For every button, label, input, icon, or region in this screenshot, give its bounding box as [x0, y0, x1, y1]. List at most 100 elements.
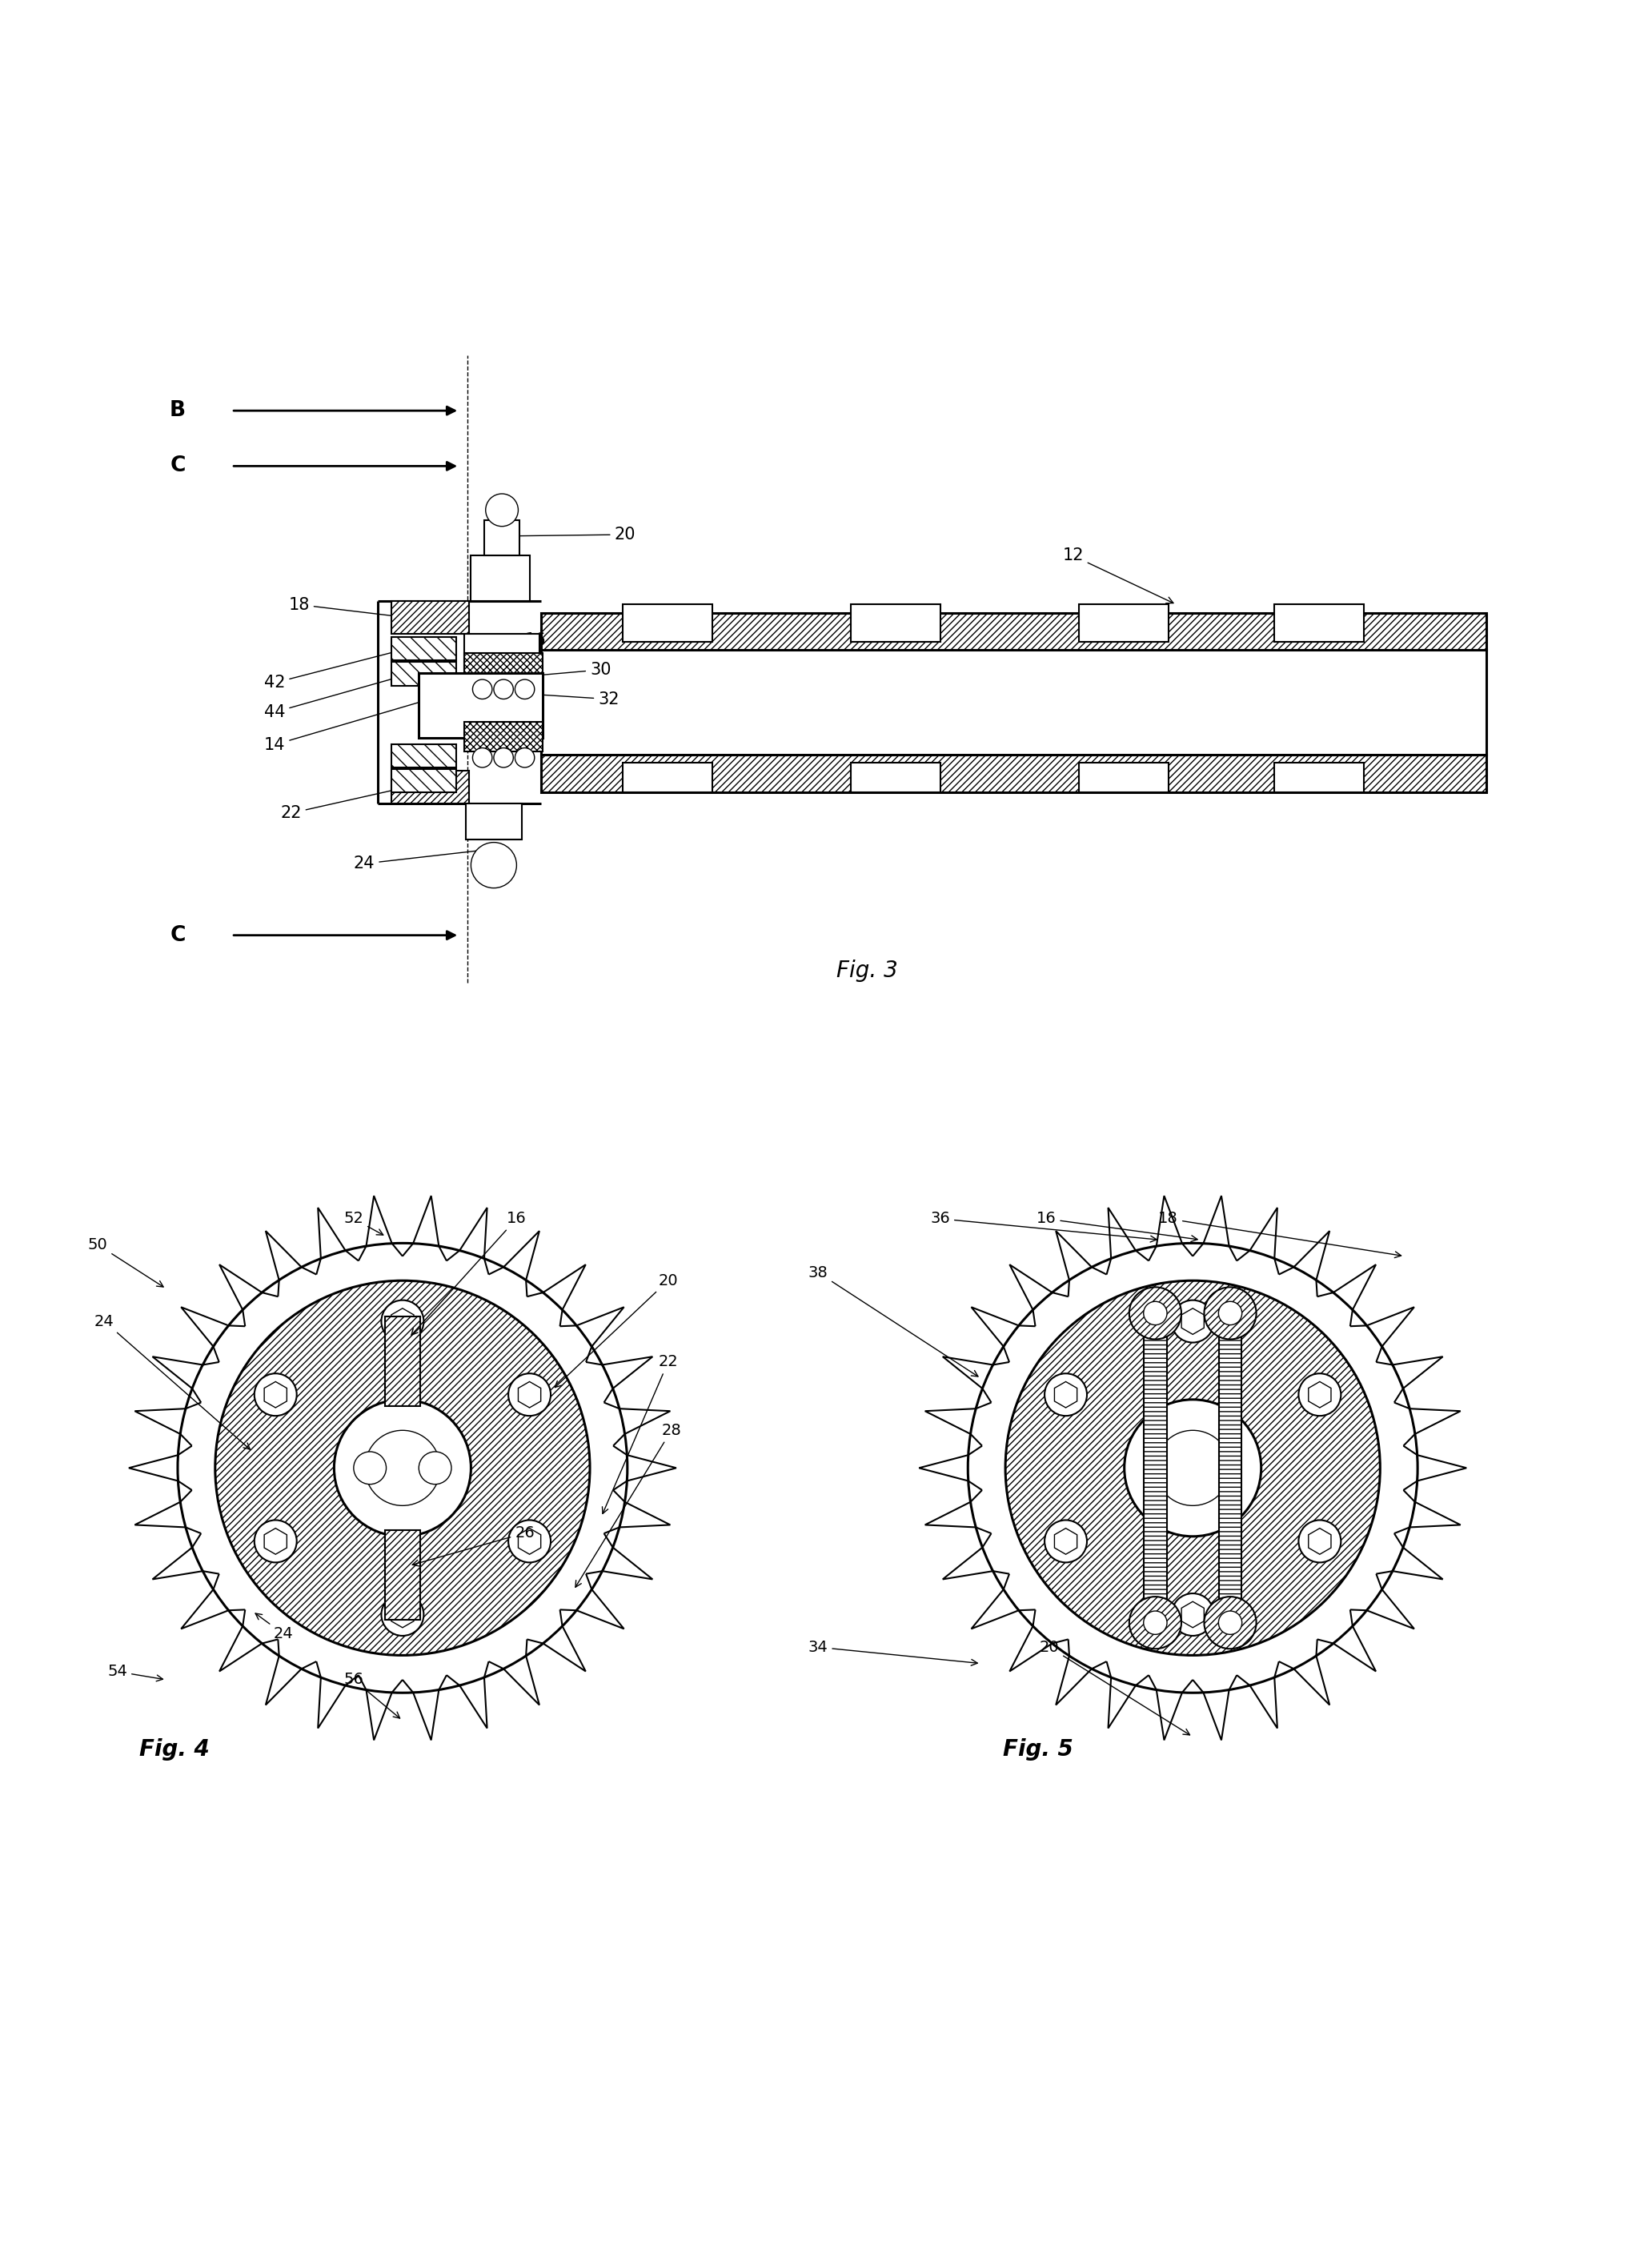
Circle shape [473, 680, 492, 699]
Text: Fig. 5: Fig. 5 [1003, 1740, 1073, 1760]
Circle shape [381, 1300, 424, 1343]
Circle shape [254, 1520, 296, 1563]
Text: 34: 34 [808, 1640, 977, 1665]
Text: 24: 24 [255, 1613, 293, 1642]
Bar [391, 601, 470, 633]
Text: Fig. 4: Fig. 4 [139, 1740, 209, 1760]
Circle shape [486, 494, 519, 526]
Circle shape [473, 748, 492, 767]
Text: 16: 16 [1036, 1211, 1198, 1241]
Text: 18: 18 [288, 596, 404, 619]
Bar [391, 662, 456, 685]
Bar [1274, 762, 1364, 792]
Bar [1078, 606, 1168, 642]
Circle shape [1219, 1610, 1242, 1635]
Bar [542, 651, 1485, 755]
Bar [622, 606, 712, 642]
Text: 30: 30 [512, 662, 612, 680]
Circle shape [509, 1374, 551, 1415]
Circle shape [1171, 1594, 1214, 1635]
Circle shape [1144, 1610, 1166, 1635]
Circle shape [1155, 1431, 1230, 1506]
Bar [1078, 762, 1168, 792]
Text: B: B [170, 399, 187, 422]
Bar [484, 519, 520, 556]
Circle shape [1299, 1520, 1342, 1563]
Text: 18: 18 [1158, 1211, 1400, 1259]
Circle shape [334, 1399, 471, 1535]
Circle shape [494, 748, 514, 767]
Text: 22: 22 [602, 1354, 677, 1513]
Bar [391, 771, 470, 803]
Bar [465, 653, 543, 683]
Circle shape [254, 1374, 296, 1415]
Circle shape [353, 1452, 386, 1483]
Bar [391, 744, 456, 767]
Text: 56: 56 [344, 1672, 399, 1719]
Text: 42: 42 [263, 649, 404, 692]
Circle shape [381, 1594, 424, 1635]
Circle shape [1171, 1300, 1214, 1343]
Bar [542, 755, 1485, 792]
Text: C: C [170, 925, 187, 946]
Text: 52: 52 [344, 1211, 383, 1236]
Circle shape [1044, 1520, 1086, 1563]
Bar [466, 803, 522, 839]
Bar [384, 1531, 420, 1619]
Text: 36: 36 [931, 1211, 1157, 1243]
Bar [471, 556, 530, 601]
Bar [465, 633, 540, 669]
Bar [384, 1315, 420, 1406]
Bar [391, 637, 456, 660]
Circle shape [365, 1431, 440, 1506]
Text: 54: 54 [108, 1665, 164, 1681]
Text: C: C [170, 456, 187, 476]
Bar [851, 762, 941, 792]
Bar [542, 612, 1485, 651]
Bar [851, 606, 941, 642]
Text: Fig. 3: Fig. 3 [836, 959, 898, 982]
Bar [465, 721, 543, 751]
Circle shape [1204, 1597, 1256, 1649]
Text: 50: 50 [88, 1236, 164, 1286]
Circle shape [1044, 1374, 1086, 1415]
Circle shape [1299, 1374, 1342, 1415]
Text: 20: 20 [506, 526, 635, 542]
Text: 16: 16 [411, 1211, 527, 1336]
Circle shape [216, 1281, 591, 1656]
Circle shape [1219, 1302, 1242, 1325]
Bar [419, 674, 543, 737]
Text: 44: 44 [263, 674, 404, 721]
Text: 22: 22 [280, 787, 404, 821]
Text: 12: 12 [1062, 549, 1173, 603]
Circle shape [969, 1243, 1417, 1692]
Text: 14: 14 [263, 699, 427, 753]
Text: 20: 20 [555, 1272, 677, 1388]
Text: 32: 32 [509, 689, 620, 708]
Text: 38: 38 [808, 1266, 978, 1377]
Circle shape [1129, 1288, 1181, 1340]
Bar [391, 769, 456, 792]
Text: 16: 16 [506, 633, 546, 653]
Bar [1274, 606, 1364, 642]
Text: 24: 24 [353, 846, 491, 871]
Circle shape [515, 748, 535, 767]
Circle shape [178, 1243, 627, 1692]
Bar [622, 762, 712, 792]
Text: 20: 20 [1039, 1640, 1189, 1735]
Circle shape [494, 680, 514, 699]
Circle shape [1006, 1281, 1381, 1656]
Text: 26: 26 [412, 1526, 535, 1567]
Circle shape [419, 1452, 452, 1483]
Text: 24: 24 [95, 1313, 250, 1449]
Circle shape [515, 680, 535, 699]
Bar [1219, 1304, 1242, 1631]
Text: 28: 28 [576, 1422, 681, 1588]
Circle shape [471, 841, 517, 889]
Circle shape [509, 1520, 551, 1563]
Bar [1144, 1304, 1166, 1631]
Circle shape [1129, 1597, 1181, 1649]
Circle shape [1204, 1288, 1256, 1340]
Circle shape [1124, 1399, 1261, 1535]
Circle shape [1144, 1302, 1166, 1325]
